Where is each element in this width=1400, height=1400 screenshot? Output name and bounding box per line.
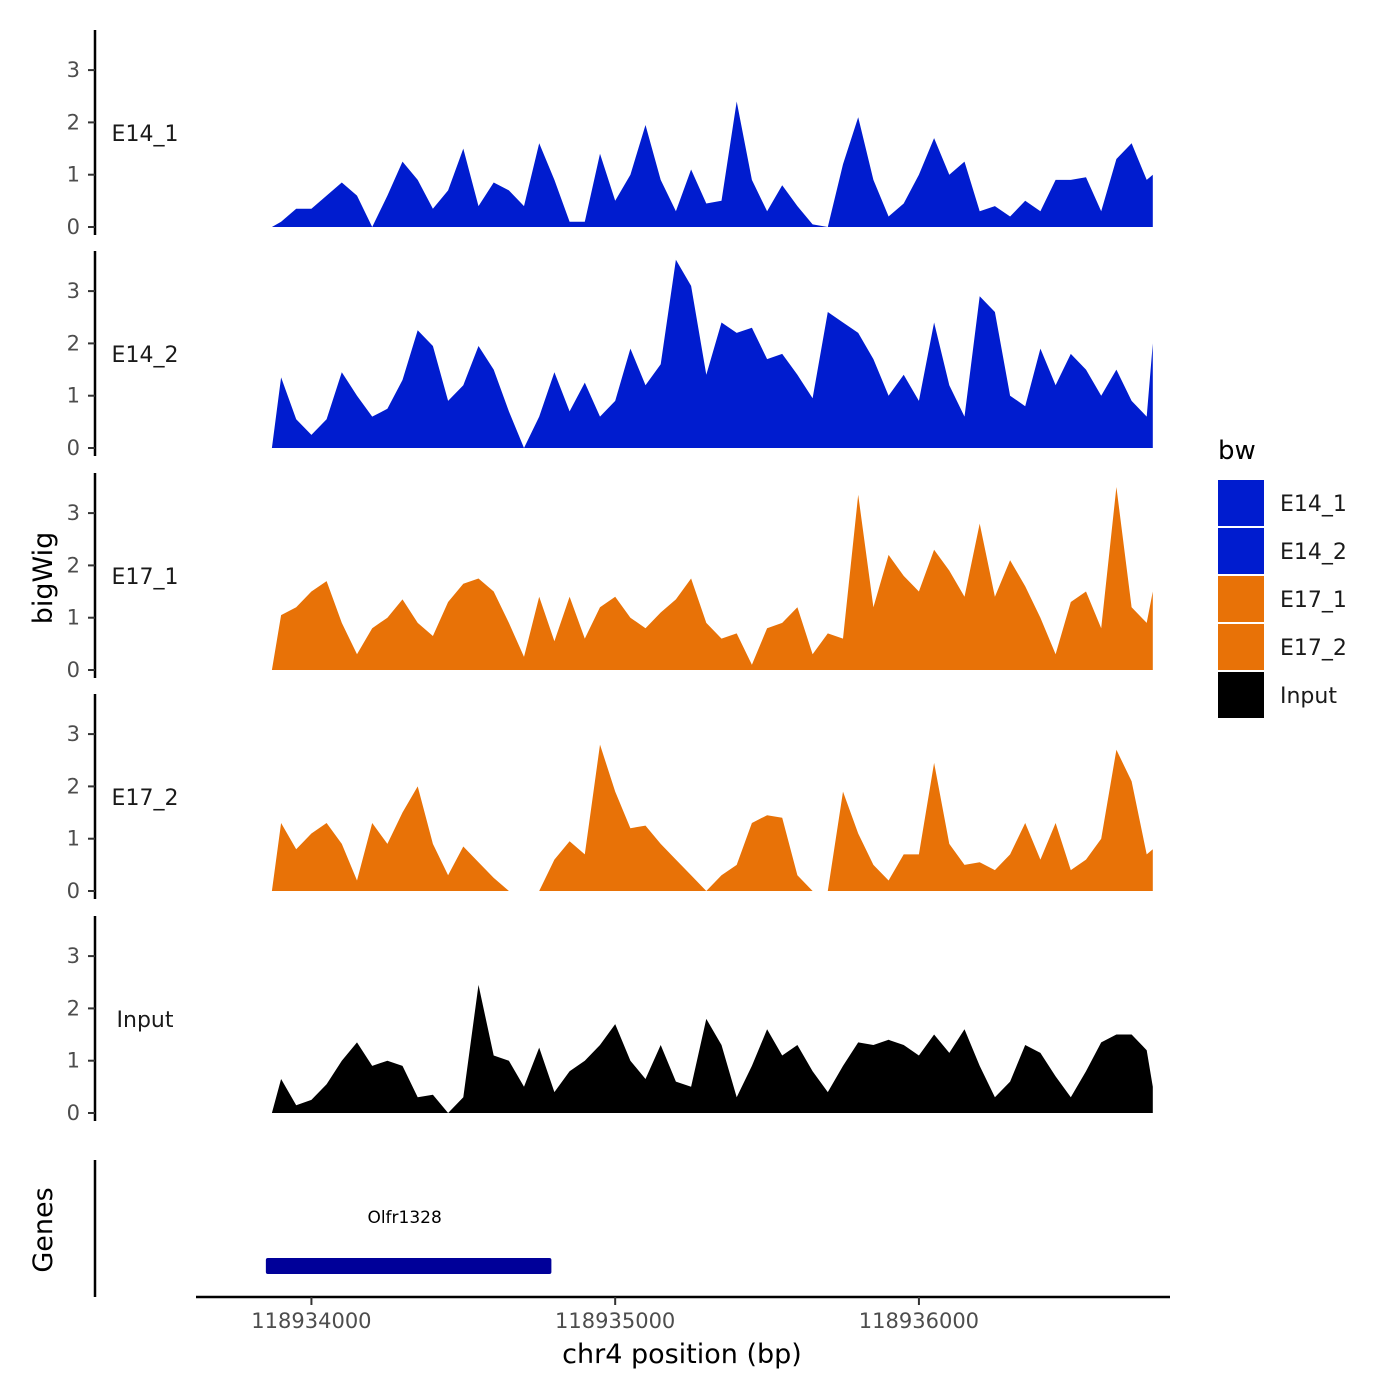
gene-bar — [265, 1258, 552, 1274]
y-tick-label: 2 — [67, 110, 80, 134]
legend-key-E17_2 — [1218, 624, 1264, 670]
track-E17_2: 0 1 2 3 E17_2 — [67, 694, 1153, 903]
track-label: E14_2 — [112, 343, 179, 368]
track-E14_1: 0 1 2 3 E14_1 — [67, 30, 1153, 239]
track-label: Input — [117, 1008, 174, 1033]
y-tick-label: 3 — [67, 279, 80, 303]
y-tick-label: 3 — [67, 722, 80, 746]
area-E17_1 — [271, 487, 1153, 670]
track-E14_2: 0 1 2 3 E14_2 — [67, 251, 1153, 460]
legend: bw E14_1 E14_2 E17_1 E17_2 Input — [1218, 436, 1347, 718]
area-E17_2 — [271, 744, 1153, 891]
track-label: E17_2 — [112, 786, 179, 811]
gene-label: Olfr1328 — [367, 1208, 441, 1228]
y-tick-label: 0 — [67, 1101, 80, 1125]
genes-track: Olfr1328 — [93, 1160, 552, 1297]
y-tick-label: 1 — [67, 606, 80, 630]
y-tick-label: 2 — [67, 996, 80, 1020]
legend-label: E17_2 — [1280, 636, 1347, 661]
x-axis-title: chr4 position (bp) — [562, 1339, 802, 1370]
genes-axis-title: Genes — [28, 1187, 59, 1272]
y-tick-label: 1 — [67, 1049, 80, 1073]
area-Input — [271, 984, 1153, 1113]
y-tick-label: 3 — [67, 58, 80, 82]
legend-label: Input — [1280, 684, 1337, 709]
y-tick-label: 3 — [67, 944, 80, 968]
y-tick-label: 2 — [67, 774, 80, 798]
legend-key-E14_2 — [1218, 528, 1264, 574]
x-tick-label: 118934000 — [251, 1309, 371, 1333]
legend-key-E17_1 — [1218, 576, 1264, 622]
legend-label: E17_1 — [1280, 588, 1347, 613]
x-tick-label: 118935000 — [555, 1309, 675, 1333]
tracks-layer: 0 1 2 3 E14_1 0 1 2 3 E14_2 0 1 2 3 E17_1 0 1 2 3 E17_2 0 1 2 3… — [67, 30, 1153, 1125]
legend-title: bw — [1218, 436, 1256, 466]
y-tick-label: 1 — [67, 163, 80, 187]
y-tick-label: 0 — [67, 879, 80, 903]
y-axis-title: bigWig — [28, 532, 59, 625]
y-tick-label: 3 — [67, 501, 80, 525]
y-tick-label: 1 — [67, 384, 80, 408]
track-E17_1: 0 1 2 3 E17_1 — [67, 473, 1153, 682]
x-axis: 118934000 118935000 118936000 — [196, 1295, 1170, 1333]
y-tick-label: 2 — [67, 331, 80, 355]
legend-key-Input — [1218, 672, 1264, 718]
legend-key-E14_1 — [1218, 480, 1264, 526]
y-tick-label: 0 — [67, 215, 80, 239]
track-label: E17_1 — [112, 565, 179, 590]
y-tick-label: 2 — [67, 553, 80, 577]
area-E14_2 — [271, 259, 1153, 448]
track-label: E14_1 — [112, 122, 179, 147]
x-tick-label: 118936000 — [859, 1309, 979, 1333]
legend-label: E14_1 — [1280, 492, 1347, 517]
y-tick-label: 0 — [67, 658, 80, 682]
y-tick-label: 0 — [67, 436, 80, 460]
legend-label: E14_2 — [1280, 540, 1347, 565]
y-tick-label: 1 — [67, 827, 80, 851]
area-E14_1 — [271, 101, 1153, 227]
track-Input: 0 1 2 3 Input — [67, 916, 1153, 1125]
